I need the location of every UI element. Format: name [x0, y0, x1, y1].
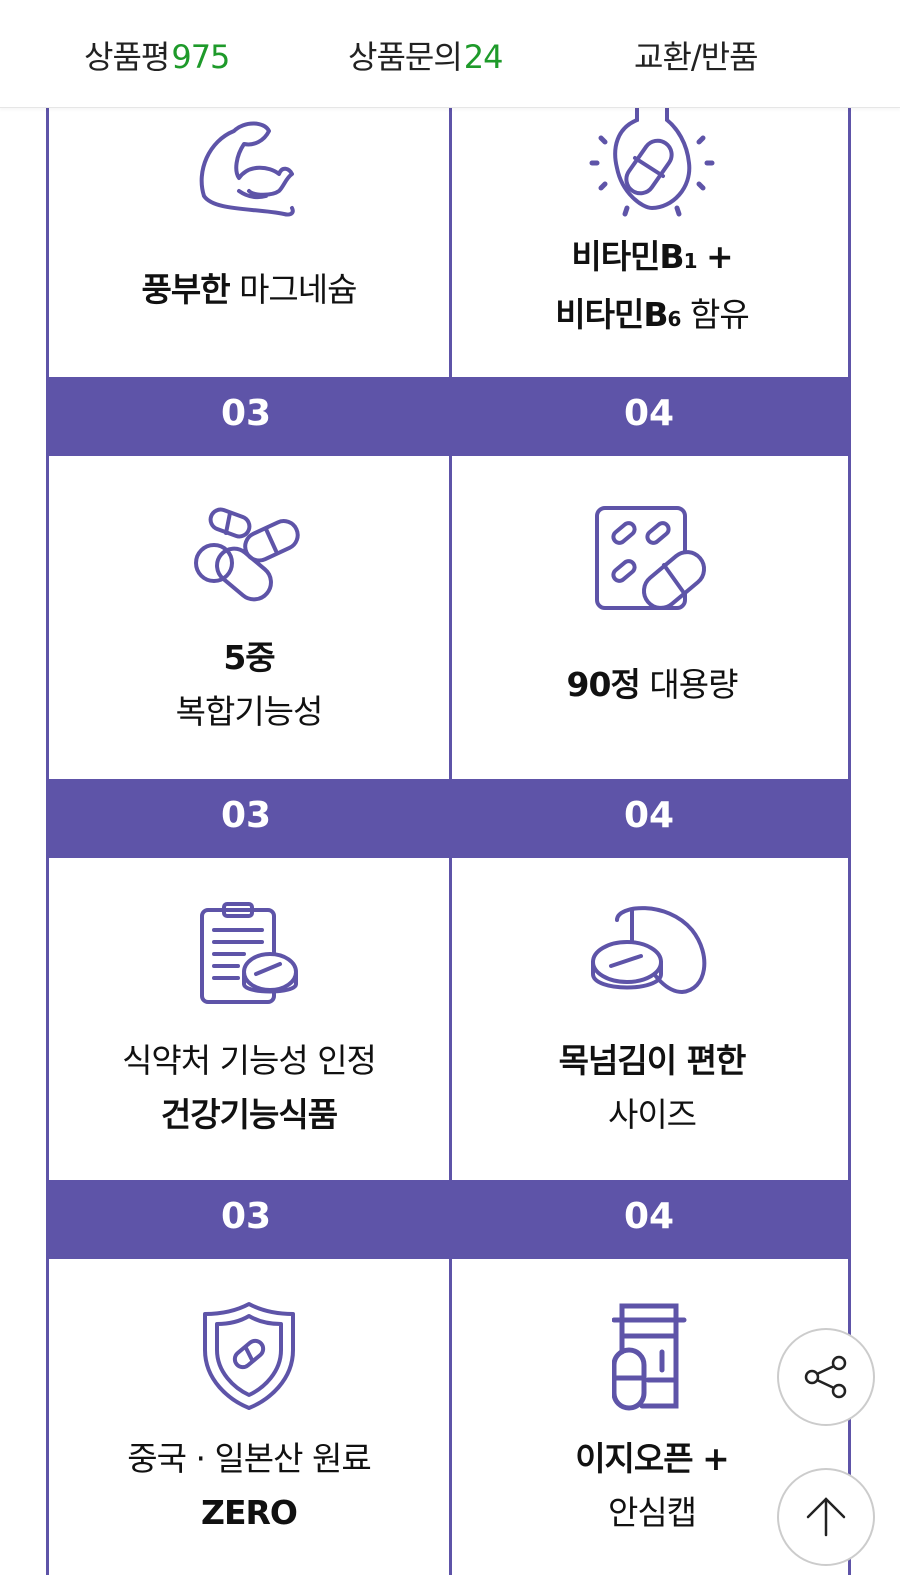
tab-label: 상품평: [84, 38, 170, 76]
pill-bottle-icon: [612, 1303, 687, 1411]
feature-text: 풍부한 마그네슘: [141, 270, 357, 309]
shield-pill-icon: [203, 1302, 295, 1410]
section-number: 03: [220, 795, 272, 836]
tab-inquiries[interactable]: 상품문의24: [348, 32, 504, 78]
section-bar: 03 04: [46, 1180, 851, 1259]
section-number: 03: [220, 393, 272, 434]
blister-pack-icon: [595, 506, 707, 610]
tab-label: 교환/반품: [634, 38, 759, 76]
feature-certified: 식약처 기능성 인정 건강기능식품: [49, 858, 449, 1180]
tab-label: 상품문의: [348, 38, 463, 76]
product-tabs: 상품평975 상품문의24 교환/반품: [0, 0, 900, 108]
feature-grid: 03 04 03 04 03 04 풍부한 마그네슘 비타민B1 + 비타민B6 함유…: [46, 108, 851, 1575]
scroll-to-top-button[interactable]: [777, 1468, 875, 1566]
section-number: 04: [623, 393, 675, 434]
tab-reviews[interactable]: 상품평975: [84, 32, 230, 78]
feature-text: 90정 대용량: [566, 665, 739, 704]
feature-easy-swallow: 목넘김이 편한 사이즈: [452, 858, 852, 1180]
section-number: 03: [220, 1196, 272, 1237]
feature-text: 5중 복합기능성: [175, 638, 324, 731]
review-count: 975: [171, 38, 230, 76]
feature-90-tablets: 90정 대용량: [452, 456, 852, 779]
muscle-icon: [199, 121, 295, 217]
feature-magnesium: 풍부한 마그네슘: [49, 108, 449, 377]
feature-5-functions: 5중 복합기능성: [49, 456, 449, 779]
capsule-tablet-icon: [591, 906, 707, 995]
inquiry-count: 24: [463, 38, 504, 76]
feature-text: 비타민B1 + 비타민B6 함유: [555, 237, 749, 334]
feature-easy-open-cap: 이지오픈 + 안심캡: [452, 1259, 852, 1575]
feature-text: 중국 · 일본산 원료 ZERO: [127, 1439, 371, 1532]
arrow-up-icon: [806, 1497, 846, 1537]
tab-exchange-return[interactable]: 교환/반품: [634, 32, 759, 78]
share-icon: [804, 1355, 847, 1399]
feature-text: 식약처 기능성 인정 건강기능식품: [122, 1041, 377, 1134]
feature-no-china-japan: 중국 · 일본산 원료 ZERO: [49, 1259, 449, 1575]
feature-text: 이지오픈 + 안심캡: [575, 1439, 730, 1532]
section-bar: 03 04: [46, 377, 851, 456]
clipboard-pill-icon: [200, 902, 298, 1004]
pills-icon: [194, 507, 300, 602]
section-bar: 03 04: [46, 779, 851, 858]
feature-text: 목넘김이 편한 사이즈: [558, 1041, 747, 1134]
section-number: 04: [623, 1196, 675, 1237]
share-button[interactable]: [777, 1328, 875, 1426]
vitamin-bulb-icon: [589, 108, 715, 217]
feature-vitamin-b: 비타민B1 + 비타민B6 함유: [452, 108, 852, 377]
section-number: 04: [623, 795, 675, 836]
